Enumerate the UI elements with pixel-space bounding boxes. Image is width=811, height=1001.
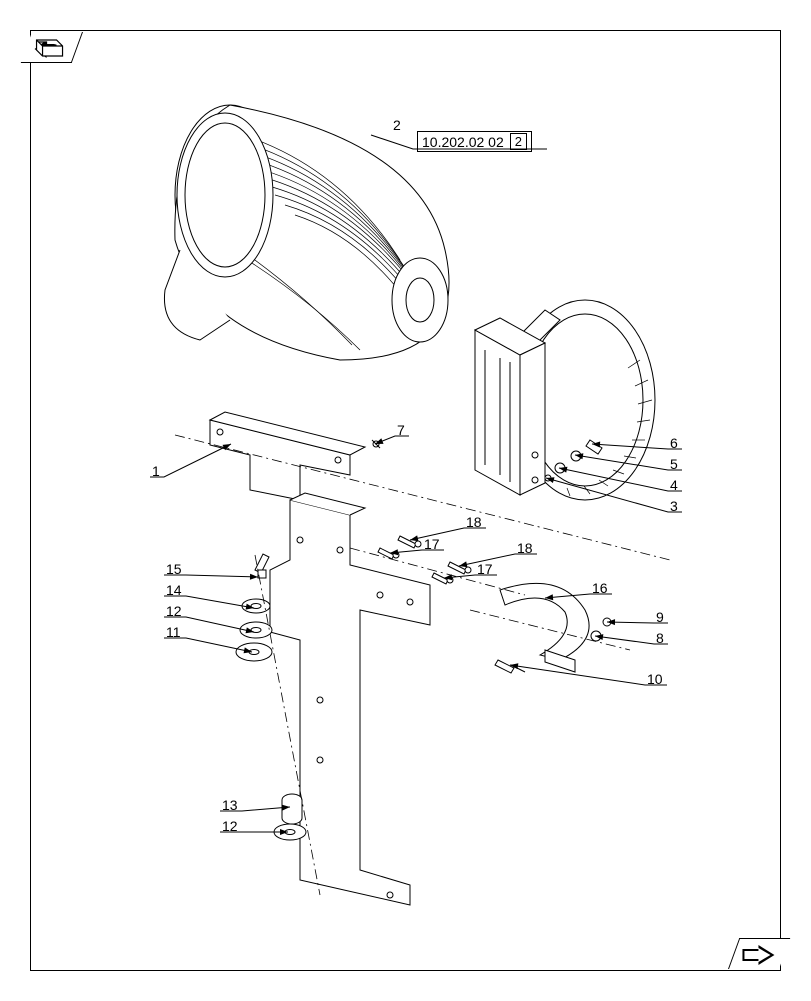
callout-18b: 18 [517, 540, 533, 556]
callout-5: 5 [670, 456, 678, 472]
callout-12b: 12 [222, 818, 238, 834]
callout-2: 2 [393, 117, 401, 133]
callout-4: 4 [670, 477, 678, 493]
callout-6: 6 [670, 435, 678, 451]
page: 10.202.02 02 2 [0, 0, 811, 1001]
callout-13: 13 [222, 797, 238, 813]
callout-10: 10 [647, 671, 663, 687]
callout-17: 17 [424, 536, 440, 552]
callout-11: 11 [166, 624, 181, 640]
callout-3: 3 [670, 498, 678, 514]
callout-18: 18 [466, 514, 482, 530]
reference-box: 10.202.02 02 2 [417, 131, 532, 152]
reference-code: 10.202.02 02 [422, 134, 504, 150]
callout-8: 8 [656, 630, 664, 646]
callout-1: 1 [152, 463, 160, 479]
callout-15: 15 [166, 561, 182, 577]
callout-17b: 17 [477, 561, 493, 577]
callout-12: 12 [166, 603, 182, 619]
nav-next-icon[interactable] [728, 938, 790, 969]
page-border [30, 30, 781, 971]
callout-9: 9 [656, 609, 664, 625]
callout-7: 7 [397, 422, 405, 438]
reference-index: 2 [510, 133, 527, 150]
callout-16: 16 [592, 580, 608, 596]
callout-14: 14 [166, 582, 182, 598]
nav-prev-icon[interactable] [21, 32, 83, 63]
